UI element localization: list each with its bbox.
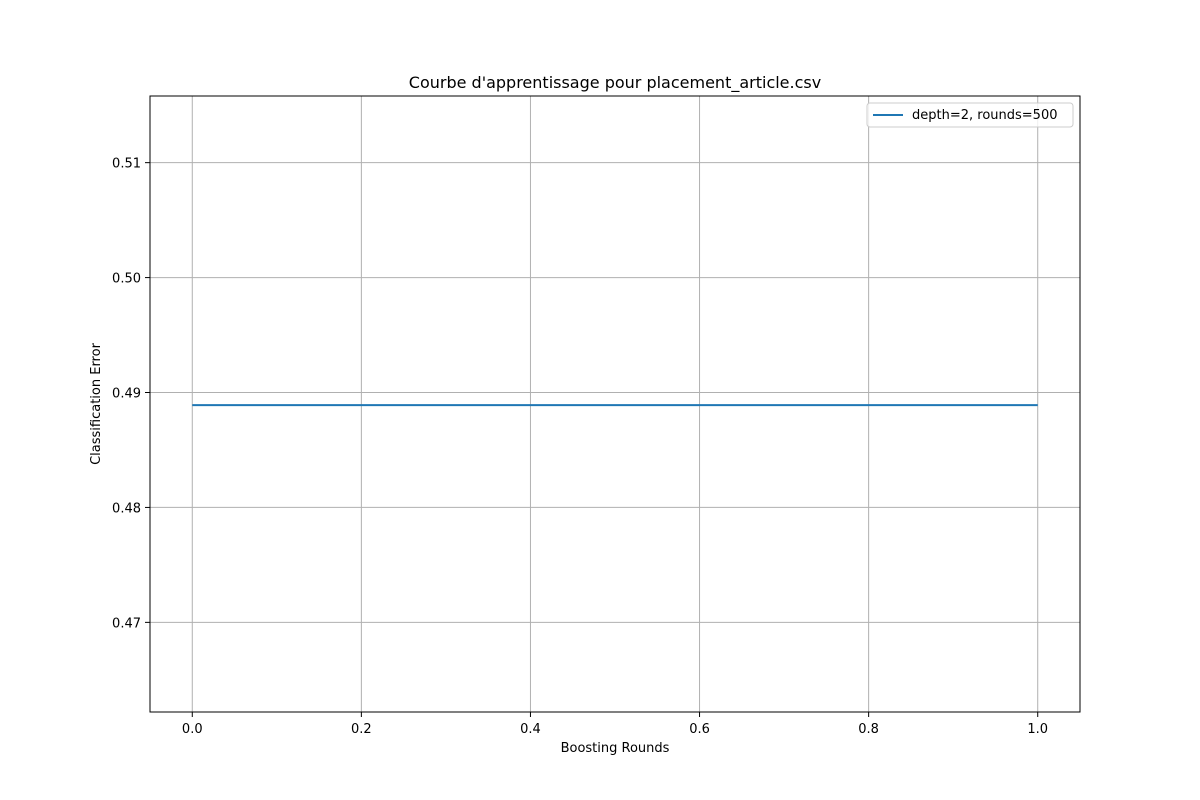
plot-frame xyxy=(149,95,1081,713)
y-tick-label: 0.47 xyxy=(112,616,141,631)
chart-title: Courbe d'apprentissage pour placement_ar… xyxy=(409,73,821,93)
x-tick-label: 0.4 xyxy=(520,722,541,737)
y-tick-label: 0.48 xyxy=(112,501,141,516)
y-tick-label: 0.50 xyxy=(112,272,141,287)
grid xyxy=(150,96,1080,712)
x-tick-label: 1.0 xyxy=(1027,722,1048,737)
x-tick-label: 0.2 xyxy=(351,722,372,737)
x-axis-label: Boosting Rounds xyxy=(561,741,670,756)
y-tick-label: 0.49 xyxy=(112,387,141,402)
x-tick-label: 0.0 xyxy=(182,722,203,737)
ticks: 0.0 0.2 0.4 0.6 0.8 1.0 0.47 0.48 0.49 0.50 0.51 xyxy=(112,157,1048,737)
y-tick-label: 0.51 xyxy=(112,157,141,172)
legend-entry-label: depth=2, rounds=500 xyxy=(912,108,1058,123)
x-tick-label: 0.6 xyxy=(689,722,710,737)
legend-box xyxy=(866,102,1074,128)
y-axis-label: Classification Error xyxy=(89,342,104,464)
legend: depth=2, rounds=500 xyxy=(866,102,1074,128)
x-tick-label: 0.8 xyxy=(858,722,879,737)
